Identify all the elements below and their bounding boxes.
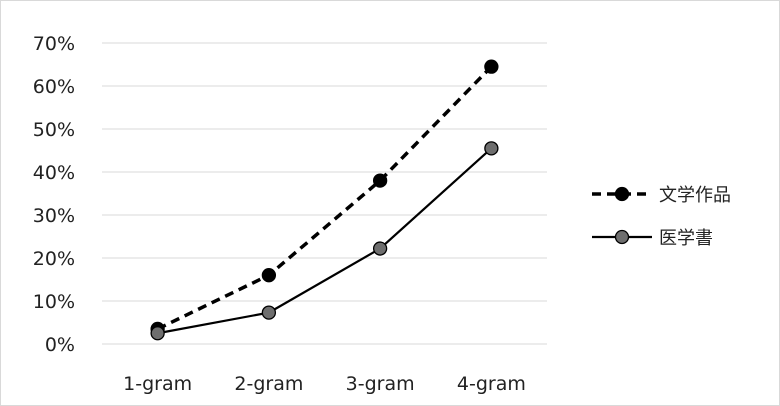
- legend-label: 文学作品: [659, 185, 731, 206]
- series-2: [150, 141, 499, 341]
- y-tick-label: 70%: [33, 33, 75, 55]
- legend-label: 医学書: [659, 228, 713, 249]
- y-axis-tick-labels: 0% 10% 20% 30% 40% 50% 60% 70%: [33, 33, 75, 356]
- series-line: [156, 65, 493, 331]
- data-point: [261, 268, 277, 283]
- x-tick-label: 4-gram: [457, 373, 526, 395]
- data-point: [150, 326, 165, 341]
- data-point: [484, 59, 499, 74]
- x-tick-label: 2-gram: [234, 373, 303, 395]
- legend-entry: 医学書: [592, 228, 713, 249]
- y-tick-label: 30%: [33, 205, 75, 227]
- data-point: [372, 241, 388, 256]
- y-tick-label: 40%: [33, 162, 75, 184]
- x-tick-label: 1-gram: [123, 373, 192, 395]
- x-tick-label: 3-gram: [346, 373, 415, 395]
- y-tick-label: 50%: [33, 119, 75, 141]
- x-axis-tick-labels: 1-gram 2-gram 3-gram 4-gram: [123, 373, 526, 395]
- y-tick-label: 10%: [33, 291, 75, 313]
- data-point: [484, 141, 499, 156]
- data-point: [261, 305, 277, 320]
- legend-entry: 文学作品: [592, 185, 731, 206]
- y-tick-label: 20%: [33, 248, 75, 270]
- gridlines: [102, 42, 547, 345]
- legend-marker: [614, 229, 630, 245]
- y-tick-label: 60%: [33, 76, 75, 98]
- y-tick-label: 0%: [45, 334, 75, 356]
- series-line: [157, 147, 493, 335]
- series-1: [150, 59, 499, 337]
- series-group: [150, 59, 499, 341]
- legend-marker: [614, 186, 630, 202]
- data-point: [372, 173, 388, 188]
